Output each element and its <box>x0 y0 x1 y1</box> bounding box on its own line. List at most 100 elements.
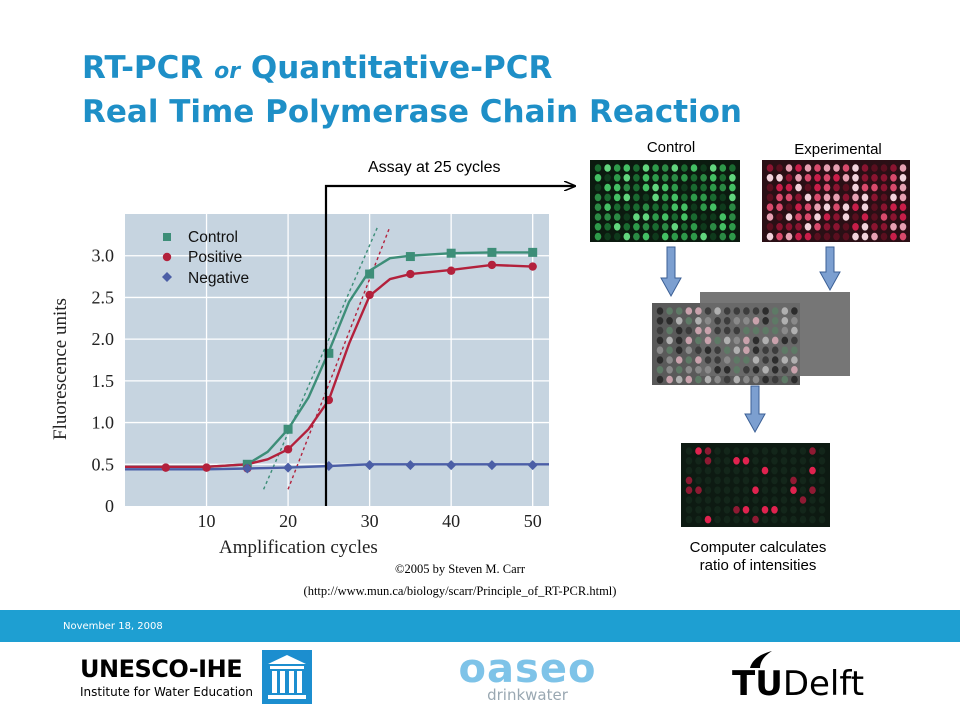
array-spot <box>623 203 631 211</box>
array-spot <box>695 457 702 465</box>
array-spot <box>785 174 793 182</box>
array-spot <box>652 193 659 202</box>
array-spot <box>861 183 869 192</box>
array-spot <box>723 326 731 335</box>
array-spot <box>714 366 721 374</box>
array-spot <box>642 223 650 231</box>
array-spot <box>771 375 779 384</box>
array-spot <box>833 164 840 172</box>
array-spot <box>642 183 650 192</box>
array-spot <box>661 174 669 182</box>
negative-point <box>242 463 253 474</box>
array-spot <box>743 356 750 364</box>
array-spot <box>871 193 878 202</box>
array-spot <box>671 203 679 211</box>
array-spot <box>771 336 779 345</box>
array-spot <box>791 307 798 315</box>
array-spot <box>899 232 907 241</box>
array-spot <box>700 193 707 202</box>
array-spot <box>642 164 650 172</box>
tudelft-delft: Delft <box>782 664 865 704</box>
array-spot <box>771 447 778 455</box>
array-spot <box>842 203 850 211</box>
array-spot <box>714 447 721 455</box>
array-spot <box>833 174 840 182</box>
array-spot <box>804 183 812 192</box>
array-spot <box>704 515 712 524</box>
positive-point <box>161 463 170 472</box>
array-spot <box>871 213 878 221</box>
footer-bar <box>0 610 960 642</box>
array-spot <box>594 203 602 211</box>
array-spot <box>823 183 831 192</box>
array-spot <box>761 496 769 504</box>
y-tick-label: 3.0 <box>92 246 115 266</box>
array-spot <box>661 164 669 172</box>
array-spot <box>642 232 650 241</box>
array-spot <box>899 223 907 231</box>
array-spot <box>762 326 769 335</box>
array-spot <box>700 232 707 241</box>
credit-line2: (http://www.mun.ca/biology/scarr/Princip… <box>303 584 617 598</box>
array-spot <box>871 232 878 241</box>
array-spot <box>761 476 769 485</box>
array-spot <box>714 515 721 524</box>
array-spot <box>861 193 869 202</box>
result-down-arrow <box>744 385 766 434</box>
array-spot <box>704 326 712 335</box>
array-spot <box>719 213 727 221</box>
array-spot <box>723 336 731 345</box>
array-spot <box>771 486 778 495</box>
negative-point <box>527 460 538 471</box>
array-spot <box>714 486 721 495</box>
array-spot <box>818 515 826 524</box>
array-spot <box>871 183 878 192</box>
array-spot <box>752 457 759 465</box>
array-spot <box>766 164 774 172</box>
array-spot <box>795 232 802 241</box>
array-spot <box>852 223 859 231</box>
array-spot <box>823 164 831 172</box>
array-spot <box>714 317 721 325</box>
array-spot <box>714 476 721 485</box>
array-spot <box>700 213 707 221</box>
array-spot <box>781 356 789 364</box>
array-spot <box>861 232 869 241</box>
array-spot <box>809 486 816 495</box>
array-spot <box>623 232 631 241</box>
array-spot <box>594 232 602 241</box>
array-spot <box>842 223 850 231</box>
array-spot <box>814 213 821 221</box>
array-spot <box>833 203 840 211</box>
x-tick-label: 20 <box>279 511 297 531</box>
array-spot <box>695 375 702 384</box>
array-spot <box>781 366 789 374</box>
array-spot <box>790 476 797 485</box>
array-spot <box>685 346 693 354</box>
array-spot <box>790 466 797 475</box>
result-label-line2: ratio of intensities <box>700 557 817 574</box>
array-spot <box>704 506 712 514</box>
array-spot <box>842 183 850 192</box>
array-spot <box>733 515 740 524</box>
array-spot <box>762 356 769 364</box>
control-point <box>283 424 293 434</box>
array-spot <box>785 164 793 172</box>
array-spot <box>780 447 788 455</box>
array-spot <box>852 183 859 192</box>
array-spot <box>809 515 816 524</box>
array-spot <box>742 476 750 485</box>
legend-negative-marker <box>162 272 172 282</box>
array-spot <box>681 193 688 202</box>
array-spot <box>700 203 707 211</box>
array-spot <box>704 346 712 354</box>
array-spot <box>766 174 774 182</box>
array-spot <box>766 183 774 192</box>
array-spot <box>743 366 750 374</box>
array-spot <box>890 223 897 231</box>
control-point <box>324 348 334 358</box>
array-spot <box>809 476 816 485</box>
array-spot <box>761 486 769 495</box>
array-spot <box>681 223 688 231</box>
array-spot <box>823 213 831 221</box>
